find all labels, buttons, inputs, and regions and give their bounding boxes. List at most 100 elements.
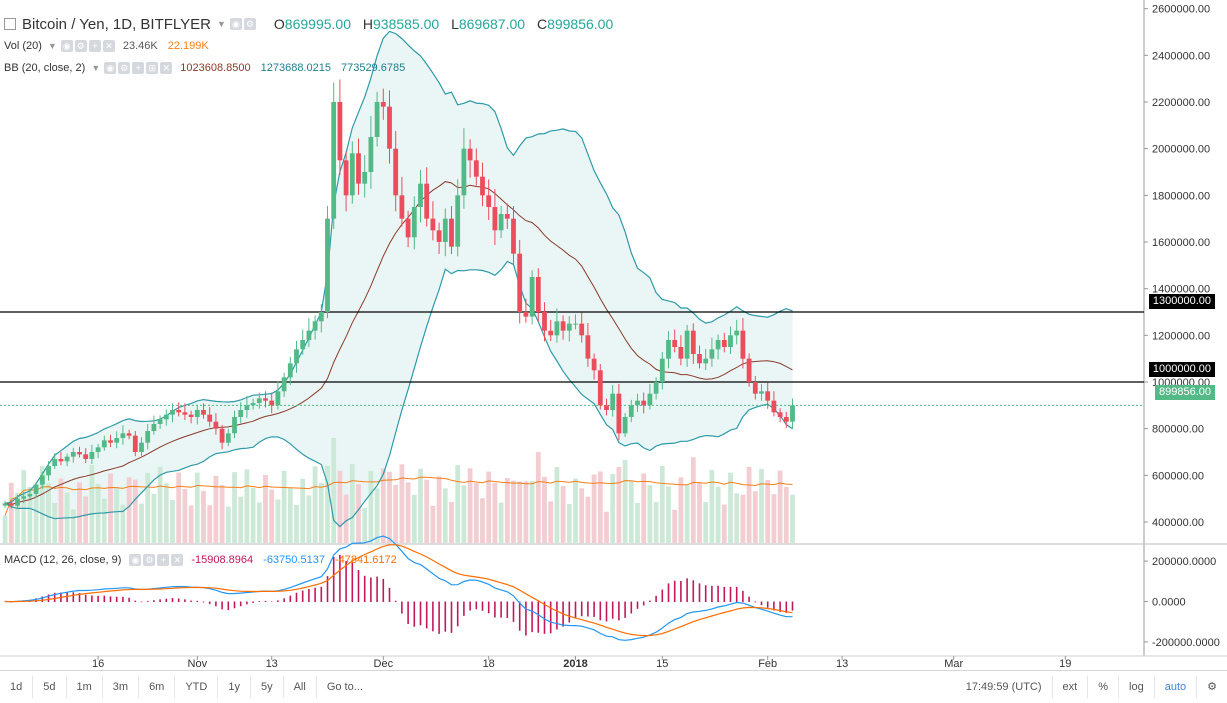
volume-bar xyxy=(653,502,659,543)
candle-body xyxy=(622,417,628,434)
volume-bar xyxy=(430,505,436,543)
volume-bar xyxy=(83,496,89,543)
range-button-5y[interactable]: 5y xyxy=(251,676,284,698)
candle-body xyxy=(281,377,287,392)
log-toggle[interactable]: log xyxy=(1118,676,1154,698)
volume-bar xyxy=(504,478,510,543)
volume-bar xyxy=(411,494,417,543)
volume-bar xyxy=(225,506,231,543)
ext-toggle[interactable]: ext xyxy=(1051,676,1088,698)
volume-bar xyxy=(610,474,616,543)
candle-body xyxy=(752,382,758,394)
range-button-6m[interactable]: 6m xyxy=(139,676,176,698)
candle-body xyxy=(374,102,380,137)
candle-body xyxy=(597,370,603,406)
candle-body xyxy=(294,349,299,364)
volume-bar xyxy=(232,472,237,543)
candle-body xyxy=(176,410,182,413)
volume-bar xyxy=(151,493,157,543)
x-tick-label: Dec xyxy=(374,658,394,670)
candle-body xyxy=(672,340,678,347)
series-controls[interactable]: ◉ ⚙ xyxy=(229,18,256,30)
chevron-down-icon[interactable]: ▼ xyxy=(91,63,101,73)
volume-bar xyxy=(480,498,485,543)
auto-toggle[interactable]: auto xyxy=(1153,676,1196,698)
volume-bar xyxy=(58,478,64,543)
candle-body xyxy=(380,102,386,107)
candle-body xyxy=(145,431,151,443)
candle-body xyxy=(349,153,355,196)
vol-ma-value: 22.199K xyxy=(167,40,209,52)
macd-legend: MACD (12, 26, close, 9) ◉ ⚙ + ✕ -15908.8964… xyxy=(0,551,407,569)
settings-icon: ⚙ xyxy=(143,554,156,566)
candle-body xyxy=(39,475,45,485)
percent-toggle[interactable]: % xyxy=(1087,676,1118,698)
clock-display: 17:49:59 (UTC) xyxy=(965,681,1042,693)
candle-body xyxy=(95,447,101,452)
volume-bar xyxy=(163,483,169,543)
candle-body xyxy=(424,183,430,219)
volume-bar xyxy=(697,482,702,543)
vol-controls[interactable]: ◉ ⚙ + ✕ xyxy=(60,40,115,52)
x-tick-label: 13 xyxy=(836,658,848,670)
add-icon: + xyxy=(88,40,101,52)
volume-bar xyxy=(294,504,299,543)
candle-body xyxy=(170,410,175,415)
x-tick-label: Nov xyxy=(188,658,208,670)
range-button-1y[interactable]: 1y xyxy=(218,676,251,698)
volume-bar xyxy=(27,486,33,543)
candle-body xyxy=(244,405,250,410)
candle-body xyxy=(566,323,572,331)
volume-bar xyxy=(498,502,504,543)
volume-bar xyxy=(374,488,380,543)
candle-body xyxy=(684,330,690,359)
range-button-5d[interactable]: 5d xyxy=(33,676,67,698)
candle-body xyxy=(64,456,70,462)
candle-body xyxy=(610,393,616,410)
volume-bar xyxy=(114,488,120,543)
range-button-1m[interactable]: 1m xyxy=(67,676,103,698)
volume-bar xyxy=(120,504,126,543)
collapse-icon[interactable] xyxy=(4,18,16,30)
candle-body xyxy=(616,393,622,434)
volume-bar xyxy=(263,474,268,543)
range-button-3m[interactable]: 3m xyxy=(103,676,140,698)
low-value: 869687.00 xyxy=(458,16,526,32)
range-button-all[interactable]: All xyxy=(284,676,317,698)
volume-bar xyxy=(746,466,752,543)
vol-name: Vol (20) xyxy=(4,40,42,52)
candle-body xyxy=(678,347,684,359)
settings-icon: ⚙ xyxy=(74,40,87,52)
candle-body xyxy=(194,410,200,417)
volume-bar xyxy=(442,488,448,543)
chevron-down-icon[interactable]: ▼ xyxy=(47,41,57,51)
candle-body xyxy=(411,207,417,238)
eye-icon: ◉ xyxy=(129,554,142,566)
macd-controls[interactable]: ◉ ⚙ + ✕ xyxy=(129,554,184,566)
candle-body xyxy=(368,137,374,172)
range-button-ytd[interactable]: YTD xyxy=(175,676,219,698)
bb-legend: BB (20, close, 2) ▼ ◉ ⚙ + ⊞ ✕ 1023608.8500 1… xyxy=(0,59,415,77)
volume-bar xyxy=(616,466,622,543)
bb-upper-value: 1273688.0215 xyxy=(260,62,331,74)
range-button-1d[interactable]: 1d xyxy=(0,676,34,698)
chevron-down-icon[interactable]: ▼ xyxy=(216,19,226,29)
volume-bar xyxy=(597,471,603,543)
settings-icon[interactable]: ⚙ xyxy=(1196,676,1227,698)
y-tick-label: 1400000.00 xyxy=(1152,284,1210,296)
candle-body xyxy=(343,160,349,196)
volume-bar xyxy=(535,452,541,543)
volume-bar xyxy=(405,482,411,543)
price-chart[interactable]: 400000.00 600000.00 800000.00 1000000.00 120… xyxy=(0,0,1227,670)
volume-bar xyxy=(492,482,498,543)
symbol-legend: Bitcoin / Yen, 1D, BITFLYER ▼ ◉ ⚙ O869995… xyxy=(0,15,621,33)
y-tick-label: 400000.00 xyxy=(1152,517,1204,529)
settings-icon: ⚙ xyxy=(243,18,256,30)
goto-button[interactable]: Go to... xyxy=(326,681,363,693)
candle-body xyxy=(635,400,640,406)
volume-bar xyxy=(194,472,200,543)
candle-body xyxy=(560,321,566,331)
volume-bar xyxy=(256,502,262,543)
x-tick-label: 19 xyxy=(1059,658,1071,670)
bb-controls[interactable]: ◉ ⚙ + ⊞ ✕ xyxy=(104,62,173,74)
